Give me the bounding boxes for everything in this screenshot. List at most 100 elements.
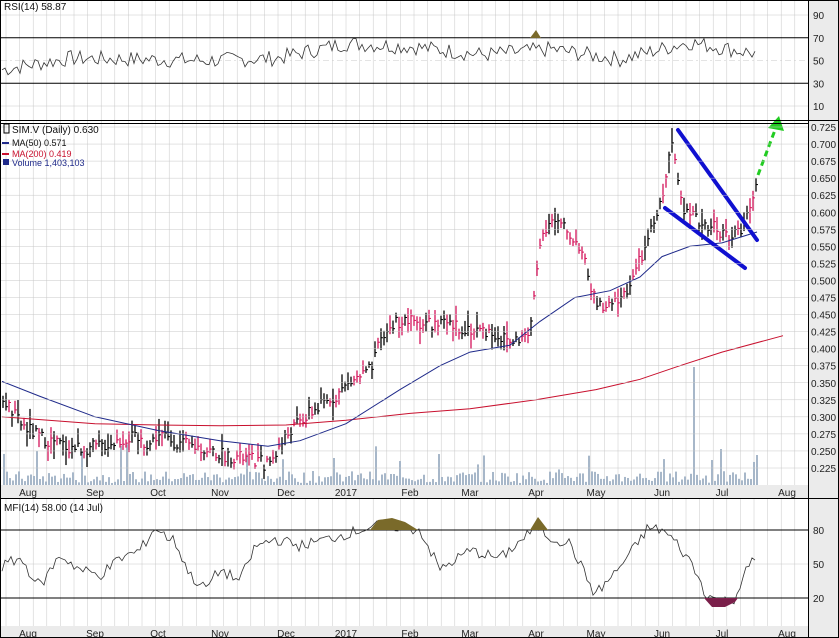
mfi-date-tick-label: Dec bbox=[277, 629, 295, 638]
volume-bar bbox=[246, 454, 248, 485]
volume-bar bbox=[663, 459, 665, 485]
volume-bar bbox=[351, 471, 353, 485]
volume-bar bbox=[621, 481, 623, 485]
volume-bar bbox=[288, 471, 290, 485]
mfi-tick-label: 50 bbox=[813, 560, 825, 571]
volume-bar bbox=[327, 477, 329, 485]
volume-bar bbox=[729, 474, 731, 485]
date-tick-label: Aug bbox=[778, 488, 796, 499]
volume-bar bbox=[414, 481, 416, 485]
volume-bar bbox=[192, 474, 194, 485]
volume-bar bbox=[747, 478, 749, 485]
volume-bar bbox=[87, 482, 89, 485]
volume-bar bbox=[117, 479, 119, 485]
volume-bar bbox=[510, 481, 512, 485]
volume-bar bbox=[750, 479, 752, 485]
mfi-oversold-fill bbox=[704, 598, 738, 607]
volume-bar bbox=[45, 481, 47, 485]
volume-bar bbox=[537, 481, 539, 485]
price-tick-label: 0.275 bbox=[811, 430, 836, 441]
volume-bar bbox=[234, 477, 236, 485]
volume-bar bbox=[591, 471, 593, 485]
wedge-lower-line bbox=[663, 206, 747, 270]
volume-bar bbox=[294, 478, 296, 485]
volume-bar bbox=[402, 477, 404, 485]
volume-bar bbox=[447, 476, 449, 485]
volume-bar bbox=[177, 479, 179, 485]
price-tick-label: 0.450 bbox=[811, 311, 836, 322]
volume-bar bbox=[429, 481, 431, 485]
bar-icon bbox=[3, 123, 10, 134]
mfi-date-tick-label: Nov bbox=[211, 629, 229, 638]
volume-bar bbox=[711, 460, 713, 485]
volume-bar bbox=[396, 475, 398, 485]
volume-bar bbox=[618, 474, 620, 485]
volume-bar bbox=[534, 478, 536, 485]
volume-bar bbox=[171, 481, 173, 485]
volume-bar bbox=[213, 474, 215, 485]
volume-bar bbox=[525, 479, 527, 485]
price-tick-label: 0.625 bbox=[811, 191, 836, 202]
volume-bar bbox=[63, 473, 65, 485]
volume-bar bbox=[516, 473, 518, 485]
volume-bar bbox=[57, 481, 59, 485]
volume-bar bbox=[102, 475, 104, 485]
volume-bar bbox=[543, 479, 545, 485]
volume-legend-swatch bbox=[3, 159, 9, 165]
volume-bar bbox=[465, 475, 467, 485]
volume-bar bbox=[84, 475, 86, 485]
volume-bar bbox=[450, 477, 452, 485]
volume-bar bbox=[702, 478, 704, 485]
volume-bar bbox=[48, 473, 50, 485]
volume-bar bbox=[603, 478, 605, 485]
volume-bar bbox=[120, 445, 122, 485]
volume-bar bbox=[3, 453, 5, 485]
volume-bar bbox=[249, 471, 251, 485]
volume-bar bbox=[228, 477, 230, 485]
volume-bar bbox=[216, 474, 218, 485]
volume-bar bbox=[690, 473, 692, 485]
volume-bar bbox=[291, 474, 293, 485]
volume-bar bbox=[93, 479, 95, 485]
volume-bar bbox=[507, 476, 509, 485]
ma50-line bbox=[1, 231, 758, 447]
rsi-title: RSI(14) 58.87 bbox=[4, 2, 67, 13]
volume-bar bbox=[285, 480, 287, 485]
rsi-panel: RSI(14) 58.87 90 70 50 30 10 bbox=[1, 2, 825, 113]
date-tick-label: Nov bbox=[211, 488, 229, 499]
volume-bar bbox=[636, 476, 638, 485]
volume-bar bbox=[90, 481, 92, 485]
rsi-overbought-fill bbox=[530, 30, 541, 38]
volume-bar bbox=[567, 476, 569, 485]
volume-bar bbox=[366, 479, 368, 485]
volume-bar bbox=[552, 478, 554, 485]
volume-bar bbox=[306, 482, 308, 485]
volume-bar bbox=[399, 461, 401, 485]
price-panel: 0.725 0.700 0.675 0.650 0.625 0.600 0.575 0.550… bbox=[1, 116, 836, 499]
price-tick-label: 0.400 bbox=[811, 345, 836, 356]
volume-bar bbox=[21, 478, 23, 485]
volume-bar bbox=[540, 480, 542, 485]
volume-bar bbox=[633, 479, 635, 485]
volume-bar bbox=[96, 476, 98, 485]
volume-bar bbox=[66, 477, 68, 485]
volume-bar bbox=[204, 472, 206, 485]
rsi-line bbox=[1, 37, 756, 76]
volume-bar bbox=[645, 477, 647, 485]
mfi-date-axis-panel bbox=[0, 626, 808, 638]
volume-bar bbox=[756, 455, 758, 485]
volume-bar bbox=[261, 478, 263, 485]
volume-bar bbox=[54, 475, 56, 485]
price-tick-label: 0.425 bbox=[811, 328, 836, 339]
rsi-tick-label: 50 bbox=[813, 57, 825, 68]
date-tick-label: Mar bbox=[461, 488, 479, 499]
volume-bar bbox=[405, 478, 407, 485]
volume-bar bbox=[561, 473, 563, 485]
mfi-date-axis-ticks: Aug Sep Oct Nov Dec 2017 Feb Mar Apr May Jun Jul Aug bbox=[19, 629, 796, 638]
mfi-series bbox=[1, 517, 756, 607]
volume-bar bbox=[585, 481, 587, 485]
volume-bar bbox=[654, 478, 656, 485]
volume-bar bbox=[693, 367, 695, 485]
price-tick-label: 0.350 bbox=[811, 379, 836, 390]
volume-bar bbox=[315, 482, 317, 485]
